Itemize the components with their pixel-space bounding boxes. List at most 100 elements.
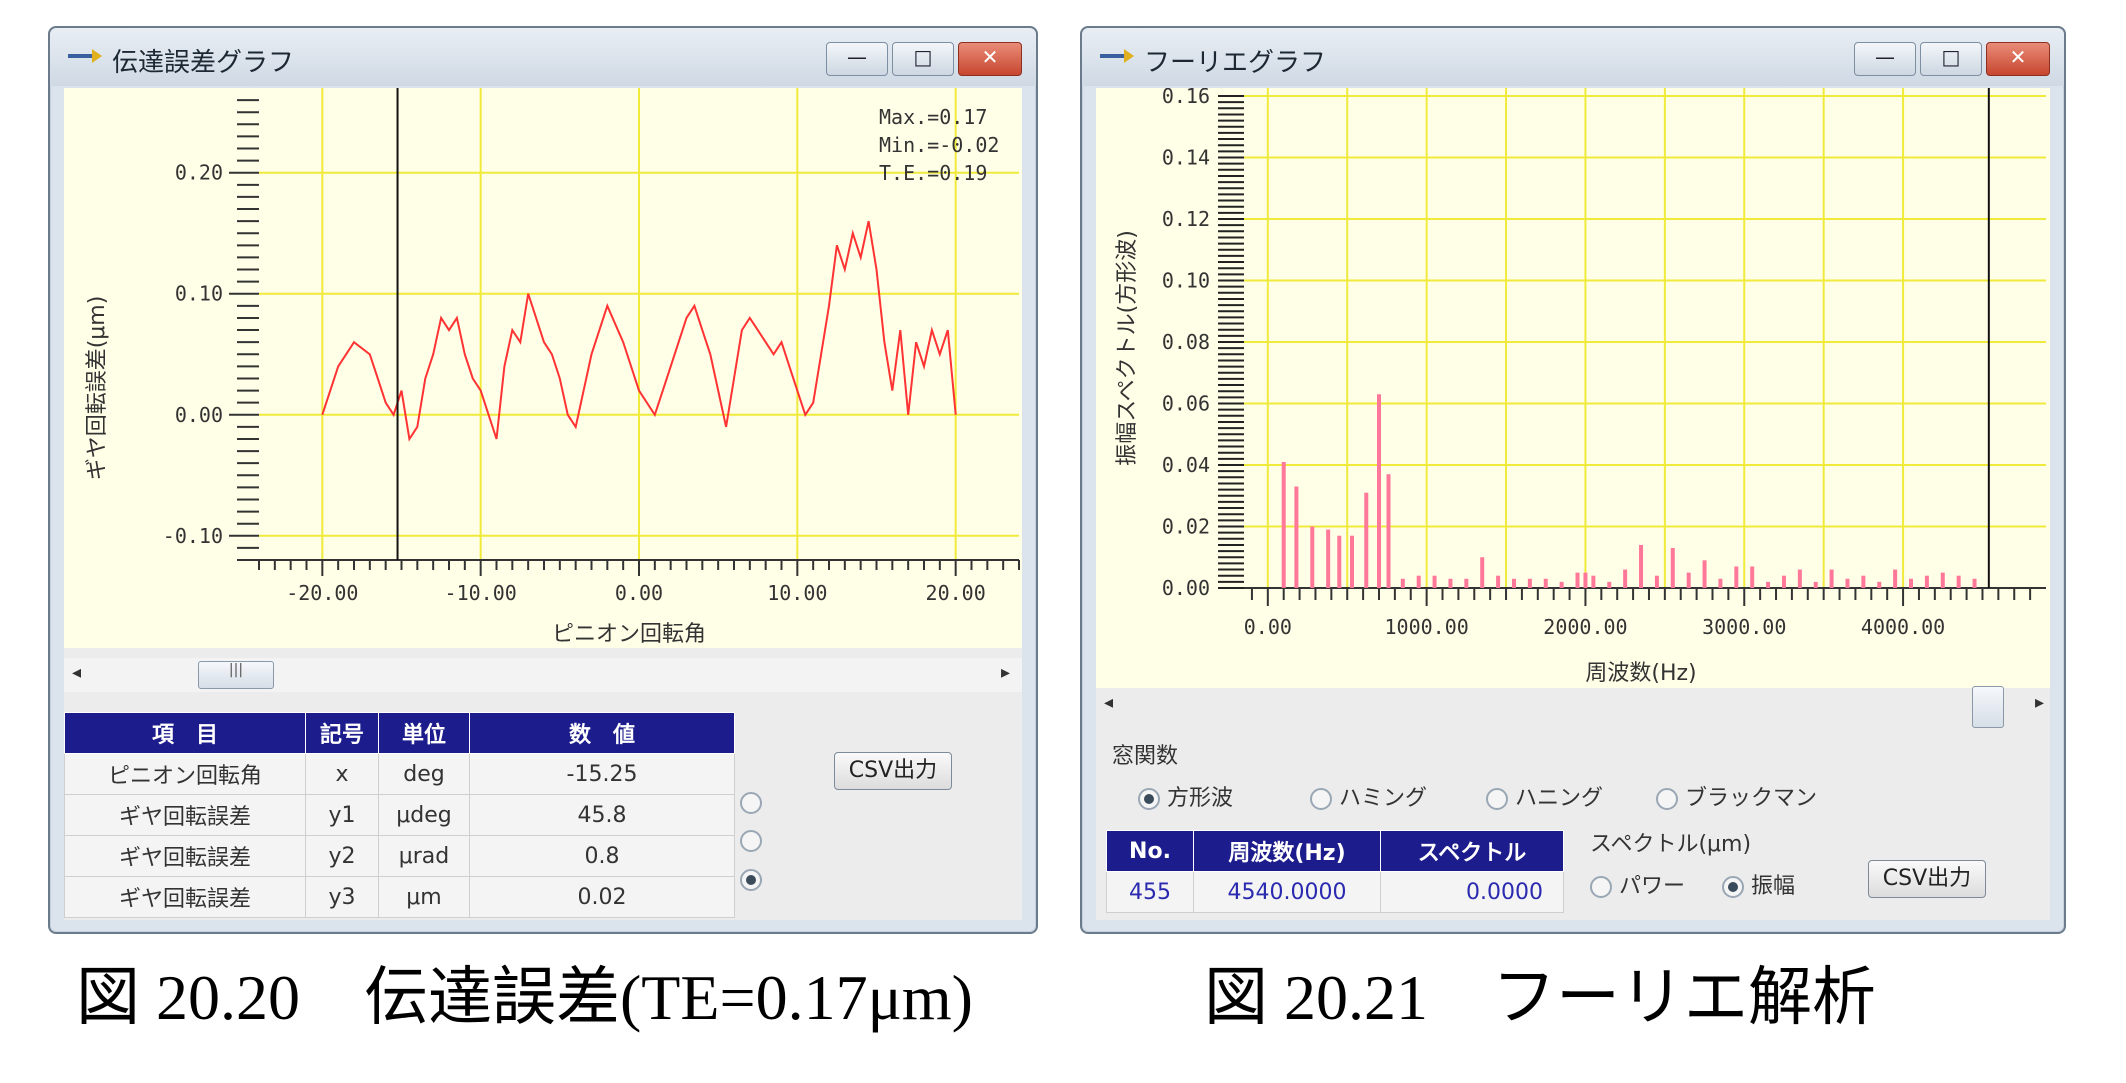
csv-export-button[interactable]: CSV出力 [1868, 860, 1986, 898]
spectrum-bar [1349, 535, 1354, 588]
row-y1-radio[interactable] [740, 792, 762, 814]
te-graph-window: 伝達誤差グラフ — □ ✕ ギヤ回転誤差(μm) ピニオン回転角 Max.=0.… [48, 26, 1038, 934]
window-option-hanning[interactable]: ハニング [1486, 780, 1603, 812]
close-button[interactable]: ✕ [1986, 42, 2050, 76]
option-label: 振幅 [1751, 874, 1796, 899]
spectrum-bar [1623, 569, 1628, 588]
y-tick-label: 0.06 [1162, 392, 1210, 416]
y-tick-label: 0.00 [1162, 576, 1210, 600]
fourier-client-area: 振幅スペクトル(方形波) 周波数(Hz) 0.16 0.14 0.12 0.10 0.0… [1096, 84, 2050, 920]
te-chart: ギヤ回転誤差(μm) ピニオン回転角 Max.=0.17 Min.=-0.02 … [85, 88, 1020, 647]
row-y2-radio-wrap [740, 830, 762, 852]
spectrum-bar [1281, 461, 1286, 588]
fourier-horizontal-scrollbar[interactable]: ◂ ▸ [1096, 686, 2050, 728]
window-function-label: 窓関数 [1112, 744, 1179, 769]
x-tick-label: 4000.00 [1861, 615, 1945, 639]
spectrum-bar [1583, 572, 1588, 588]
spectrum-bar [1543, 578, 1548, 588]
close-icon: ✕ [981, 45, 999, 69]
csv-export-button[interactable]: CSV出力 [834, 752, 952, 790]
spectrum-bar [1670, 548, 1675, 588]
spectrum-option-amplitude[interactable]: 振幅 [1722, 868, 1795, 900]
option-label: 方形波 [1167, 786, 1234, 811]
maximize-button[interactable]: □ [1920, 42, 1982, 76]
spectrum-bar [1480, 557, 1485, 588]
spectrum-bar [1750, 566, 1755, 588]
te-value-table: 項 目 記号 単位 数 値 ピニオン回転角 x deg -15.25 ギヤ回転誤… [64, 712, 735, 918]
spectrum-bar [1400, 578, 1405, 588]
spectrum-bar [1845, 578, 1850, 588]
scroll-left-icon[interactable]: ◂ [72, 662, 82, 683]
scroll-thumb[interactable]: ||| [198, 661, 274, 689]
col-header-unit: 単位 [378, 712, 470, 754]
te-title-bar[interactable]: 伝達誤差グラフ — □ ✕ [50, 28, 1036, 86]
spectrum-bar [1575, 572, 1580, 588]
fourier-plot-area: 振幅スペクトル(方形波) 周波数(Hz) 0.16 0.14 0.12 0.10 0.0… [1096, 84, 2050, 688]
minimize-icon: — [1875, 45, 1895, 69]
spectrum-bar [1639, 544, 1644, 588]
row-item: ピニオン回転角 [64, 753, 306, 795]
maximize-icon: □ [913, 45, 933, 69]
te-horizontal-scrollbar[interactable]: ◂ ||| ▸ [64, 658, 1022, 692]
minimize-button[interactable]: — [826, 42, 888, 76]
close-button[interactable]: ✕ [958, 42, 1022, 76]
row-y3-radio[interactable] [740, 869, 762, 891]
row-symbol: x [305, 753, 379, 795]
y-tick-label: -0.10 [163, 524, 223, 548]
table-row[interactable]: ギヤ回転誤差 y2 μrad 0.8 [64, 835, 735, 877]
col-header-spectrum: スペクトル [1380, 830, 1564, 872]
y-tick-label: 0.14 [1162, 146, 1210, 170]
x-tick-label: 20.00 [926, 581, 986, 605]
table-row[interactable]: ギヤ回転誤差 y1 μdeg 45.8 [64, 794, 735, 836]
col-header-symbol: 記号 [305, 712, 379, 754]
maximize-button[interactable]: □ [892, 42, 954, 76]
stat-te: T.E.=0.19 [879, 161, 987, 185]
figure-caption-right: 図 20.21 フーリエ解析 [1204, 962, 1876, 1033]
y-tick-label: 0.12 [1162, 207, 1210, 231]
spectrum-bar [1909, 578, 1914, 588]
scroll-right-icon[interactable]: ▸ [1000, 662, 1010, 683]
window-option-rect[interactable]: 方形波 [1138, 780, 1233, 812]
scroll-thumb[interactable] [1972, 686, 2004, 728]
spectrum-bar [1956, 575, 1961, 588]
col-header-no: No. [1106, 830, 1194, 872]
y-tick-label: 0.04 [1162, 453, 1210, 477]
spectrum-mode-label: スペクトル(μm) [1590, 832, 1752, 857]
spectrum-bar [1527, 578, 1532, 588]
row-value: -15.25 [469, 753, 735, 795]
window-title: 伝達誤差グラフ [112, 48, 295, 78]
col-header-item: 項 目 [64, 712, 306, 754]
x-tick-label: 0.00 [1244, 615, 1292, 639]
row-unit: deg [378, 753, 470, 795]
spectrum-bar [1781, 575, 1786, 588]
x-tick-label: 1000.00 [1384, 615, 1468, 639]
table-row[interactable]: ピニオン回転角 x deg -15.25 [64, 753, 735, 795]
row-symbol: y3 [305, 876, 379, 918]
window-option-hamming[interactable]: ハミング [1310, 780, 1427, 812]
row-frequency: 4540.0000 [1193, 871, 1381, 913]
option-label: ブラックマン [1685, 786, 1818, 811]
x-axis-label: 周波数(Hz) [1585, 661, 1696, 686]
y-tick-label: 0.08 [1162, 330, 1210, 354]
fourier-title-bar[interactable]: フーリエグラフ — □ ✕ [1082, 28, 2064, 86]
radio-icon [1486, 788, 1508, 810]
y-axis-label: 振幅スペクトル(方形波) [1115, 230, 1140, 466]
option-label: パワー [1619, 874, 1686, 899]
scroll-right-icon[interactable]: ▸ [2034, 692, 2044, 713]
figure-caption-left: 図 20.20 伝達誤差(TE=0.17μm) [76, 962, 973, 1033]
spectrum-bar [1294, 486, 1299, 588]
minimize-button[interactable]: — [1854, 42, 1916, 76]
spectrum-bar [1797, 569, 1802, 588]
col-header-value: 数 値 [469, 712, 735, 754]
option-label: ハミング [1339, 786, 1428, 811]
table-row[interactable]: 455 4540.0000 0.0000 [1106, 871, 1564, 913]
spectrum-bar [1337, 535, 1342, 588]
spectrum-option-power[interactable]: パワー [1590, 868, 1685, 900]
row-y2-radio[interactable] [740, 830, 762, 852]
scroll-left-icon[interactable]: ◂ [1104, 692, 1114, 713]
spectrum-bar [1591, 575, 1596, 588]
window-option-blackman[interactable]: ブラックマン [1656, 780, 1817, 812]
table-row[interactable]: ギヤ回転誤差 y3 μm 0.02 [64, 876, 735, 918]
y-axis-label: ギヤ回転誤差(μm) [85, 296, 110, 481]
spectrum-bar [1310, 526, 1315, 588]
